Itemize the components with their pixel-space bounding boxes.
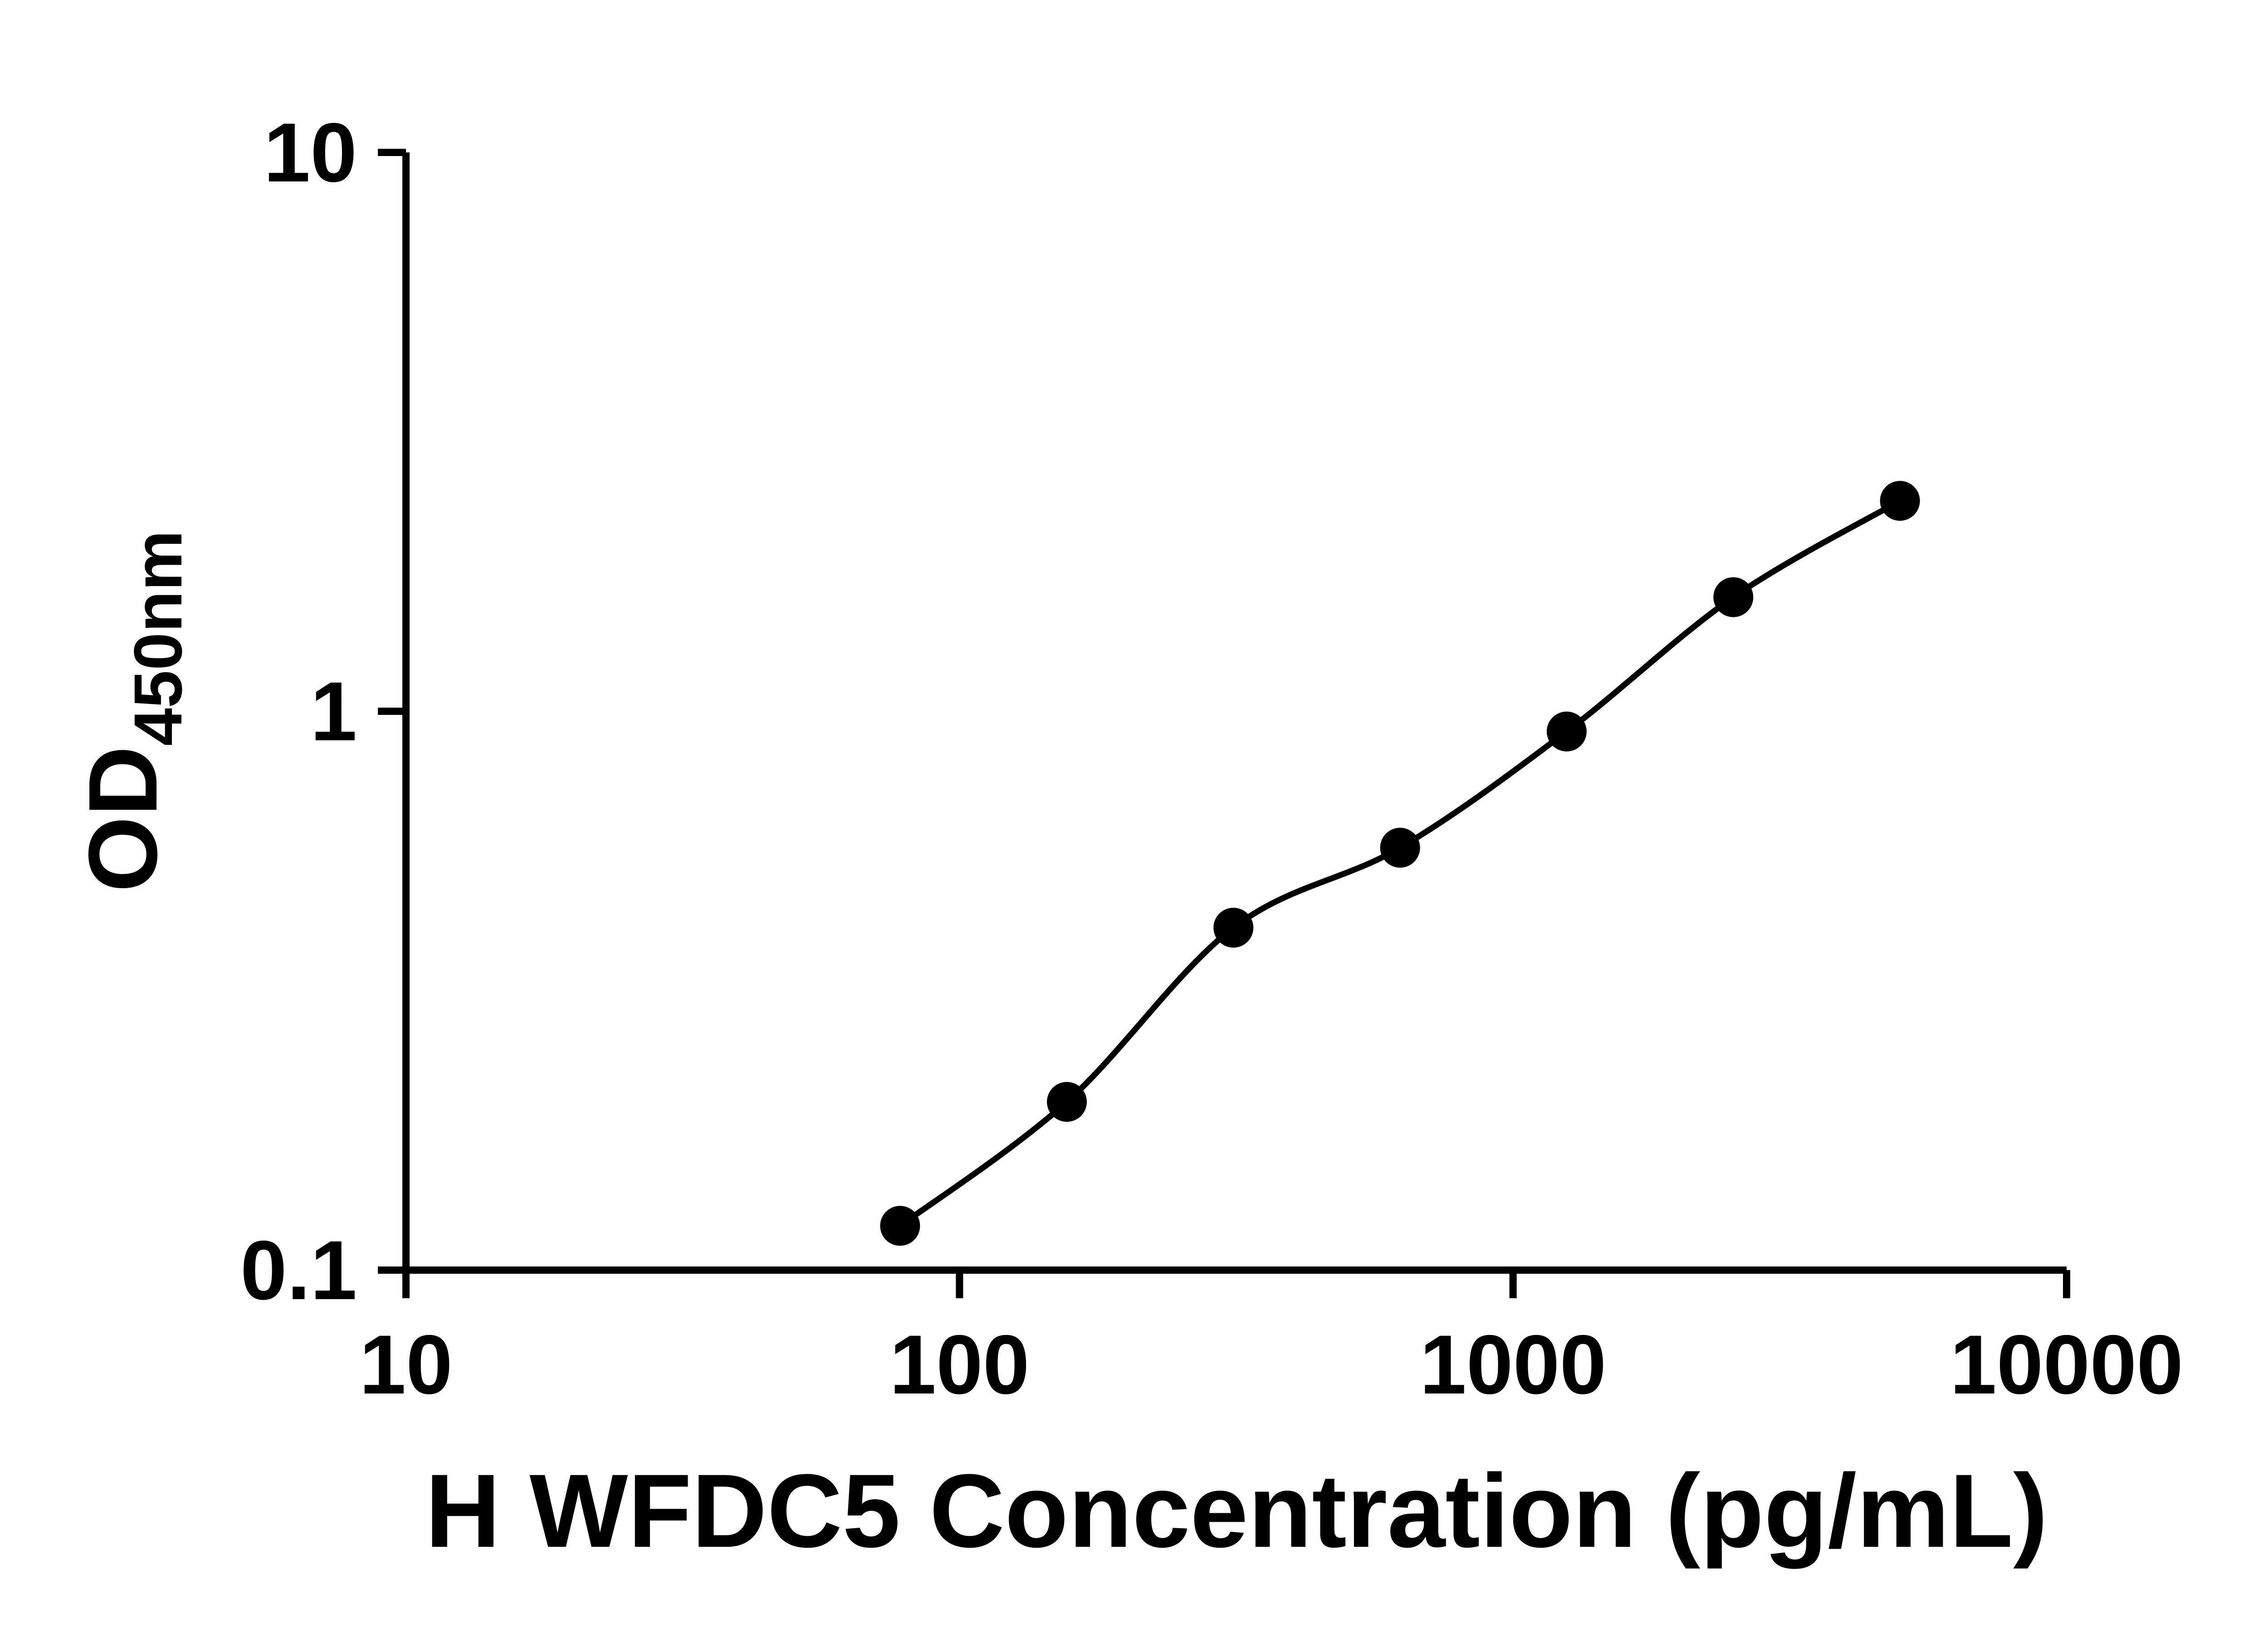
y-tick-label: 1 [310, 665, 357, 758]
x-axis-title: H WFDC5 Concentration (pg/mL) [425, 1452, 2048, 1569]
x-tick-label: 10000 [1950, 1318, 2183, 1412]
data-point [1380, 827, 1420, 868]
data-point [1880, 481, 1920, 521]
y-axis-title-sub: 450nm [120, 530, 196, 746]
axis-lines [402, 152, 2067, 1274]
data-point [1047, 1082, 1087, 1122]
x-tick-label: 100 [890, 1318, 1030, 1412]
y-axis-title: OD450nm [68, 530, 196, 892]
x-tick-label: 1000 [1420, 1318, 1607, 1412]
x-tick-label: 10 [359, 1318, 453, 1412]
y-tick-label: 10 [264, 106, 357, 200]
data-point [880, 1206, 920, 1246]
data-point [1713, 577, 1754, 617]
y-tick-label: 0.1 [240, 1224, 357, 1317]
data-point [1213, 908, 1254, 948]
axes-layer: 10 100 1000 10000 0.1 1 10 [240, 106, 2183, 1412]
data-point [1546, 711, 1587, 752]
series-layer [880, 481, 1920, 1246]
y-axis-title-main: OD [68, 746, 177, 892]
